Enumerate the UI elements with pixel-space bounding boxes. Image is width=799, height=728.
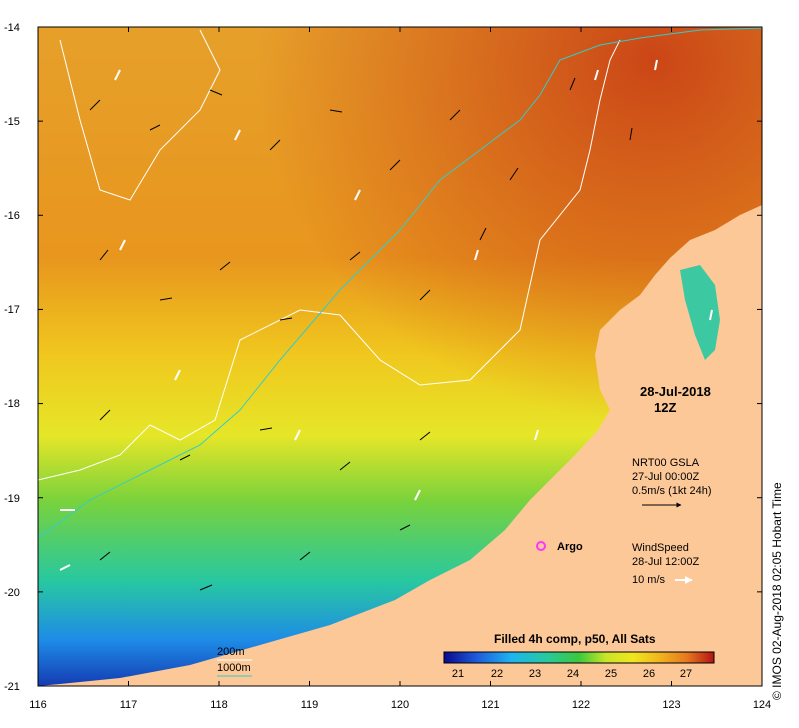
lat-tick-label: -15: [4, 116, 20, 128]
colorbar-tick: 24: [567, 668, 579, 680]
wind-date: 28-Jul 12:00Z: [632, 556, 700, 568]
wind-arrows: [59, 59, 713, 571]
wind-scale: 10 m/s: [632, 574, 666, 586]
lon-tick-label: 123: [662, 699, 680, 711]
colorbar-tick: 26: [643, 668, 655, 680]
contour-200m-north: [59, 29, 221, 201]
current-arrows: [89, 77, 633, 591]
gsla-scale: 0.5m/s (1kt 24h): [632, 485, 711, 497]
lon-tick-label: 119: [301, 699, 319, 711]
colorbar-tick: 27: [680, 668, 692, 680]
lon-tick-label: 118: [210, 699, 228, 711]
argo-label: Argo: [557, 541, 583, 553]
lat-tick-label: -20: [4, 587, 20, 599]
contour-1000m: [37, 27, 763, 539]
gulf-water: [680, 265, 720, 360]
lat-tick-label: -21: [4, 681, 20, 693]
colorbar-tick: 21: [452, 668, 464, 680]
lat-tick-label: -17: [4, 304, 20, 316]
lat-tick-labels: -14 -15 -16 -17 -18 -19 -20 -21: [4, 22, 20, 693]
lat-tick-label: -16: [4, 210, 20, 222]
lon-tick-label: 121: [481, 699, 499, 711]
lon-tick-label: 116: [29, 699, 47, 711]
colorbar: [443, 651, 715, 664]
contour-legend-200m: 200m: [217, 646, 245, 658]
colorbar-tick: 25: [605, 668, 617, 680]
lon-tick-label: 117: [120, 699, 138, 711]
colorbar-tick: 23: [529, 668, 541, 680]
lon-tick-label: 124: [753, 699, 771, 711]
colorbar-tick: 22: [491, 668, 503, 680]
lat-tick-label: -18: [4, 398, 20, 410]
lon-tick-labels: 116 117 118 119 120 121 122 123 124: [29, 699, 771, 711]
lat-tick-label: -14: [4, 22, 20, 34]
colorbar-tick-labels: 21 22 23 24 25 26 27: [452, 668, 692, 680]
contour-200m: [37, 39, 621, 481]
date-label: 28-Jul-2018: [640, 384, 711, 399]
lon-tick-label: 122: [572, 699, 590, 711]
credit-text: © IMOS 02-Aug-2018 02:05 Hobart Time: [770, 482, 784, 700]
lat-tick-label: -19: [4, 493, 20, 505]
wind-label: WindSpeed: [632, 542, 689, 554]
gsla-label: NRT00 GSLA: [632, 457, 700, 469]
lon-tick-label: 120: [391, 699, 409, 711]
gsla-date: 27-Jul 00:00Z: [632, 471, 700, 483]
colorbar-title: Filled 4h comp, p50, All Sats: [494, 632, 656, 646]
land-mass: [38, 205, 762, 686]
axis-ticks: [37, 26, 763, 687]
time-label: 12Z: [654, 400, 676, 415]
argo-float-marker: [536, 541, 546, 551]
contour-legend-1000m: 1000m: [217, 662, 251, 674]
